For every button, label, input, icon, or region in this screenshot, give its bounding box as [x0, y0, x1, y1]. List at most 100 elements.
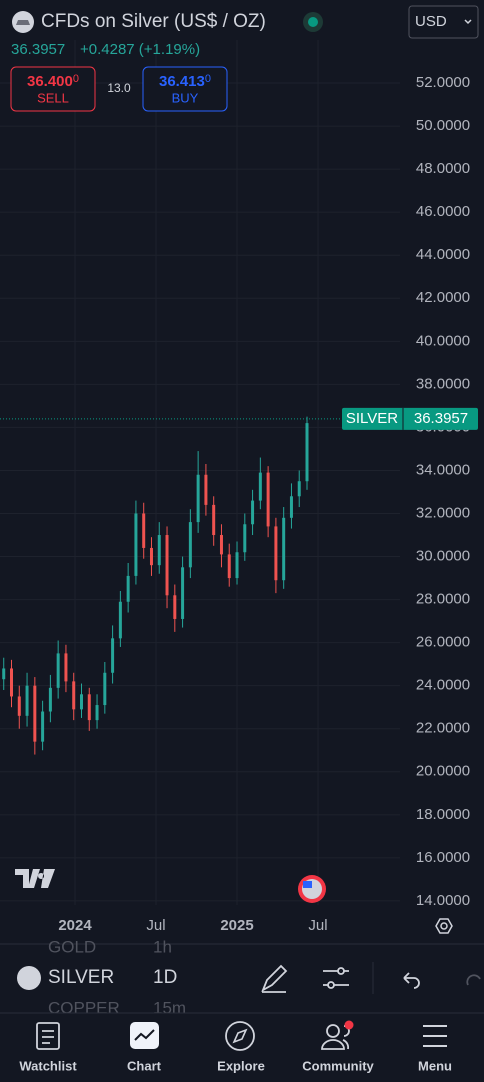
- spread: 13.0: [107, 81, 131, 95]
- y-tick-label: 20.0000: [416, 763, 470, 780]
- sell-button[interactable]: [10, 66, 96, 112]
- nav-label[interactable]: Community: [302, 1058, 374, 1073]
- x-tick-label: 2024: [58, 917, 92, 934]
- nav-bar: Watchlist Chart Explore Community Menu: [19, 1058, 452, 1073]
- y-tick-label: 46.0000: [416, 203, 470, 220]
- y-tick-label: 26.0000: [416, 634, 470, 651]
- toolbar-symbol-icon: [17, 966, 41, 990]
- grid: [0, 40, 400, 905]
- buy-price: 36.4130: [159, 73, 211, 90]
- candle-body: [87, 694, 91, 721]
- last-price-name: SILVER: [346, 410, 398, 427]
- y-tick-label: 32.0000: [416, 504, 470, 521]
- settings-center: [440, 922, 448, 930]
- y-tick-label: 30.0000: [416, 548, 470, 565]
- y-tick-label: 38.0000: [416, 375, 470, 392]
- currency-label: USD: [415, 13, 447, 30]
- chart-icon[interactable]: [130, 1022, 159, 1049]
- candle-body: [17, 696, 21, 716]
- candle-body: [297, 481, 301, 497]
- next-interval: 15m: [153, 998, 186, 1017]
- candle-body: [25, 685, 29, 716]
- nav-label[interactable]: Menu: [418, 1058, 452, 1073]
- y-tick-label: 42.0000: [416, 289, 470, 306]
- next-symbol: COPPER: [48, 998, 120, 1017]
- menu-icon[interactable]: [423, 1025, 447, 1047]
- candle-body: [149, 547, 153, 566]
- y-tick-label: 28.0000: [416, 591, 470, 608]
- candle-body: [188, 522, 192, 568]
- y-tick-label: 18.0000: [416, 806, 470, 823]
- nav-label[interactable]: Explore: [217, 1058, 265, 1073]
- sell-label: SELL: [37, 90, 69, 105]
- last-price-tag: [342, 407, 478, 430]
- candle-body: [282, 517, 286, 581]
- flag-canton: [303, 881, 312, 888]
- sell-price: 36.4000: [27, 73, 79, 90]
- candle-body: [111, 638, 115, 673]
- last-price: 36.3957: [11, 41, 65, 58]
- y-tick-label: 24.0000: [416, 677, 470, 694]
- candle-body: [95, 705, 99, 721]
- tradingview-logo[interactable]: [15, 869, 55, 888]
- candle-body: [142, 513, 146, 548]
- x-tick-label: Jul: [146, 917, 165, 934]
- candle-body: [118, 601, 122, 639]
- candle-body: [72, 681, 76, 710]
- candle-body: [157, 535, 161, 566]
- toolbar: [0, 944, 484, 1013]
- y-tick-label: 40.0000: [416, 332, 470, 349]
- price-axis: 14.0000 16.0000 18.0000 20.0000 22.0000 24.00…: [58, 74, 478, 934]
- candle-body: [289, 496, 293, 518]
- icon-shape: [16, 20, 30, 25]
- watchlist-icon[interactable]: [36, 1022, 60, 1050]
- candle-body: [134, 513, 138, 576]
- toolbar-interval[interactable]: 1D: [153, 967, 177, 988]
- candle-body: [79, 694, 83, 710]
- community-icon[interactable]: [326, 1024, 340, 1038]
- candle-body: [235, 552, 239, 579]
- price-change: +0.4287 (+1.19%): [80, 41, 200, 58]
- candle-body: [10, 668, 14, 697]
- nav-label[interactable]: Watchlist: [19, 1058, 77, 1073]
- buy-button[interactable]: [142, 66, 228, 112]
- candle-body: [251, 500, 255, 525]
- undo-button[interactable]: [403, 972, 420, 989]
- candle-body: [227, 554, 231, 579]
- candles: [0, 416, 400, 755]
- settings-hex: [435, 918, 453, 934]
- candle-body: [173, 595, 177, 619]
- sell-price-pip: 0: [73, 73, 79, 85]
- candle-body: [56, 653, 60, 688]
- buy-label: BUY: [172, 90, 199, 105]
- redo-button[interactable]: [466, 974, 481, 986]
- currency-select[interactable]: [408, 5, 479, 39]
- candle-body: [41, 711, 45, 742]
- x-tick-label: 2025: [220, 917, 253, 934]
- nav-label[interactable]: Chart: [127, 1058, 162, 1073]
- toolbar-symbol[interactable]: SILVER: [48, 967, 114, 988]
- y-tick-label: 34.0000: [416, 461, 470, 478]
- y-tick-label: 52.0000: [416, 74, 470, 91]
- symbol-title[interactable]: CFDs on Silver (US$ / OZ): [41, 11, 266, 32]
- watchlist-lines: [42, 1030, 54, 1044]
- candle-body: [196, 474, 200, 523]
- community-body: [321, 1039, 345, 1050]
- candle-body: [258, 472, 262, 501]
- y-tick-label: 44.0000: [416, 246, 470, 263]
- explore-icon[interactable]: [225, 1021, 255, 1051]
- compass-needle: [232, 1028, 248, 1044]
- candle-body: [243, 524, 247, 553]
- candle-body: [305, 423, 309, 482]
- candle-body: [48, 687, 52, 712]
- draw-tool[interactable]: [261, 964, 288, 993]
- candle-body: [33, 685, 37, 742]
- last-price-value: 36.3957: [414, 410, 468, 427]
- x-tick-label: Jul: [308, 917, 327, 934]
- settings-icon[interactable]: [435, 918, 453, 934]
- y-tick-label: 50.0000: [416, 117, 470, 134]
- dropdown-arrow: [464, 19, 472, 25]
- y-tick-label: 48.0000: [416, 160, 470, 177]
